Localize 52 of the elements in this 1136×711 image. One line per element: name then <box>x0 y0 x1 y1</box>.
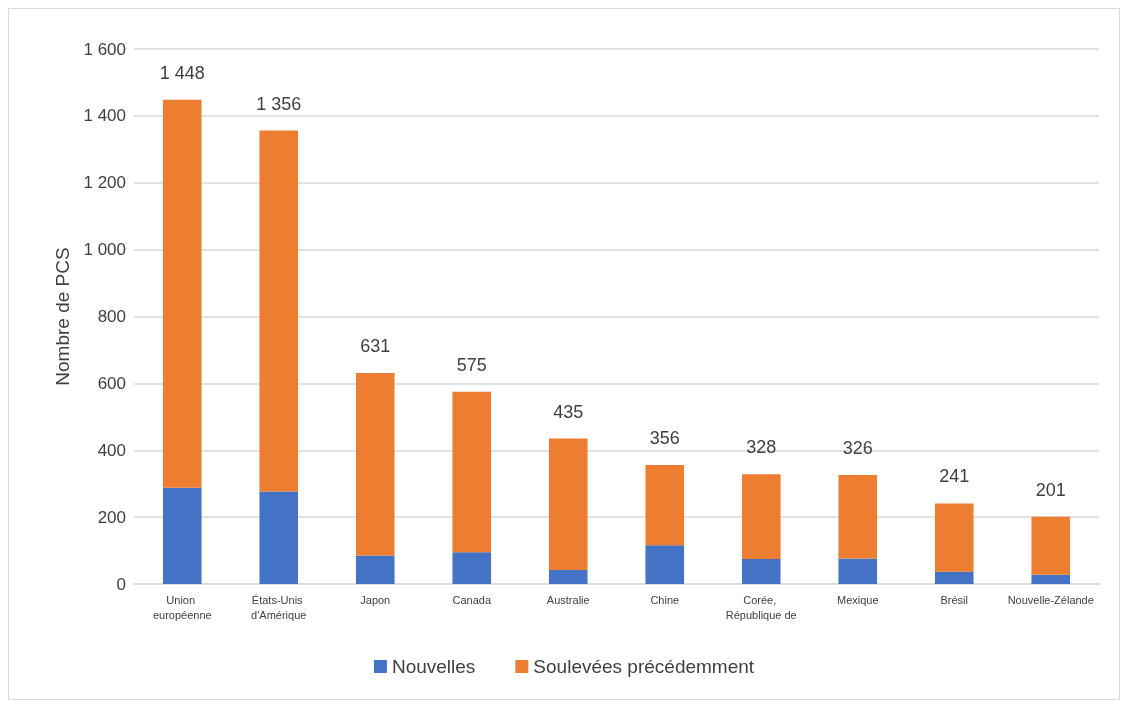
bar <box>162 487 202 584</box>
x-tick-label: Japon <box>360 593 391 606</box>
bar <box>645 545 685 584</box>
y-tick-label: 600 <box>97 373 126 393</box>
bar <box>259 491 299 584</box>
bar <box>934 503 974 572</box>
y-tick-label: 200 <box>97 507 126 527</box>
total-label: 631 <box>360 336 391 357</box>
bar <box>1031 574 1071 584</box>
x-tick-label: Australie <box>546 593 590 606</box>
bar <box>934 571 974 584</box>
bar <box>838 558 878 584</box>
y-tick-label: 800 <box>97 307 126 326</box>
bar <box>548 569 588 584</box>
legend-label: Nouvelles <box>391 656 476 677</box>
total-label: 575 <box>456 354 487 375</box>
bar <box>741 558 781 584</box>
bar <box>1031 516 1071 575</box>
x-tick-label: Canada <box>452 593 492 606</box>
bar <box>645 464 685 546</box>
bar <box>452 391 492 553</box>
y-tick-label: 1 000 <box>83 240 126 260</box>
total-label: 241 <box>939 466 970 487</box>
y-axis-title: Nombre de PCS <box>52 247 73 386</box>
bar <box>838 474 878 559</box>
total-label: 1 448 <box>159 62 205 83</box>
bar <box>452 552 492 584</box>
x-tick-label: Union européenne <box>152 593 212 621</box>
total-label: 201 <box>1035 479 1066 500</box>
total-label: 326 <box>842 437 873 458</box>
y-tick-label: 1 400 <box>83 106 126 126</box>
total-label: 356 <box>649 427 680 448</box>
total-label: 328 <box>746 437 777 458</box>
x-tick-label: Chine <box>650 593 680 606</box>
bar <box>162 99 202 488</box>
x-tick-label: Brésil <box>940 593 969 606</box>
x-tick-label: Corée, République de <box>725 593 797 621</box>
y-tick-label: 0 <box>116 574 126 594</box>
legend-label: Soulevées précédemment <box>533 656 755 677</box>
x-tick-label: États-Unis d'Amérique <box>251 593 307 621</box>
bar <box>355 555 395 584</box>
x-tick-label: Nouvelle-Zélande <box>1007 593 1094 606</box>
bar <box>548 438 588 570</box>
x-tick-label: Mexique <box>836 593 879 606</box>
y-tick-label: 400 <box>97 440 126 460</box>
y-tick-label: 1 600 <box>83 39 126 59</box>
bar <box>741 474 781 559</box>
y-tick-label: 1 200 <box>83 173 126 193</box>
bar <box>259 130 299 492</box>
bar <box>355 373 395 556</box>
total-label: 435 <box>553 401 584 422</box>
total-label: 1 356 <box>256 93 302 114</box>
